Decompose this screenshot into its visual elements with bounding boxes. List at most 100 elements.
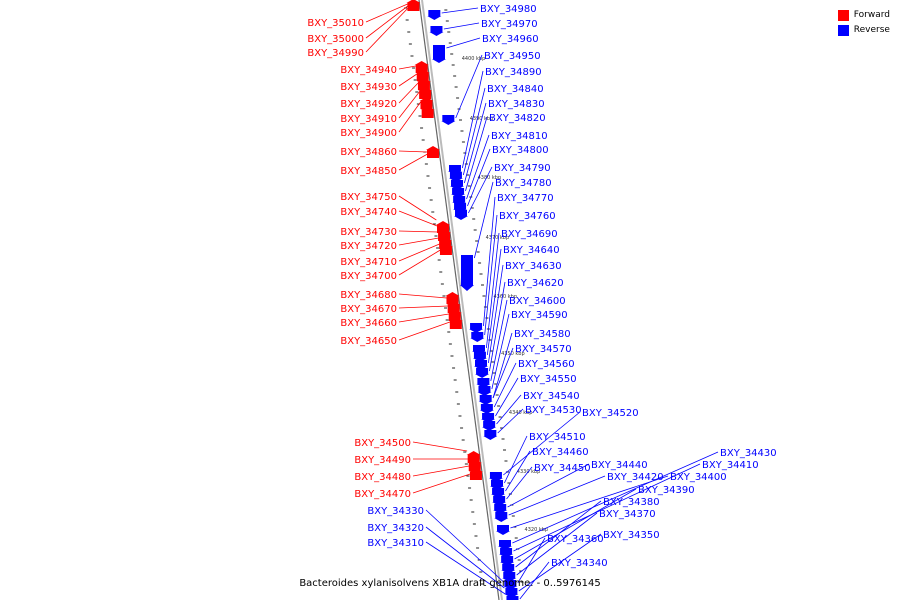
legend-forward-label: Forward [853, 10, 890, 20]
forward-gene-block [448, 313, 461, 321]
reverse-gene-arrow [494, 518, 509, 522]
forward-gene-arrow [446, 301, 461, 305]
reverse-leader-line [441, 7, 479, 14]
reverse-gene-block [480, 404, 493, 410]
forward-gene-block [437, 225, 449, 233]
forward-gene-arrow [406, 0, 421, 3]
reverse-gene-label: BXY_34780 [495, 178, 552, 189]
reverse-leader-line [443, 22, 480, 30]
reverse-leader-line [484, 214, 498, 336]
reverse-gene-label: BXY_34690 [501, 229, 558, 240]
reverse-leader-line [462, 87, 486, 176]
reverse-leader-line [518, 533, 602, 592]
forward-leader-line [398, 243, 440, 262]
scale-label: 4380 kbp [478, 175, 502, 181]
reverse-gene-block [484, 430, 497, 436]
forward-leader-line [398, 313, 449, 323]
forward-leader-line [398, 321, 451, 341]
forward-leader-line [398, 101, 421, 133]
forward-gene-label: BXY_34650 [340, 336, 397, 347]
reverse-gene-arrow [479, 410, 494, 414]
scale-label: 4320 kbp [525, 527, 549, 533]
forward-gene-block [439, 247, 452, 255]
reverse-leader-line [512, 451, 719, 544]
reverse-leader-line [489, 281, 506, 372]
forward-leader-line [412, 465, 470, 477]
backbone-line [418, 0, 500, 600]
forward-leader-line [365, 3, 408, 23]
reverse-gene-label: BXY_34460 [532, 447, 589, 458]
forward-gene-block [438, 233, 451, 241]
reverse-gene-block [506, 596, 519, 600]
reverse-gene-block [502, 564, 515, 570]
reverse-gene-label: BXY_34950 [484, 51, 541, 62]
reverse-leader-line [514, 488, 637, 560]
forward-gene-label: BXY_34900 [340, 128, 397, 139]
reverse-gene-label: BXY_34810 [491, 131, 548, 142]
reverse-gene-arrow [483, 436, 498, 440]
reverse-leader-line [516, 512, 598, 576]
forward-gene-arrow [466, 451, 481, 455]
scale-label: 4350 kbp [501, 351, 525, 357]
reverse-leader-line [507, 463, 590, 508]
reverse-gene-label: BXY_34560 [518, 359, 575, 370]
reverse-gene-label: BXY_34600 [509, 296, 566, 307]
reverse-gene-label: BXY_34570 [515, 344, 572, 355]
reverse-gene-arrow [469, 329, 484, 333]
forward-gene-label: BXY_34720 [340, 241, 397, 252]
forward-gene-arrow [467, 459, 482, 463]
reverse-gene-arrow [482, 427, 497, 431]
reverse-gene-label: BXY_34590 [511, 310, 568, 321]
forward-gene-arrow [418, 87, 433, 91]
reverse-leader-line [486, 248, 502, 356]
forward-gene-arrow [419, 97, 434, 101]
forward-gene-block [415, 65, 428, 73]
reverse-leader-line [491, 313, 510, 390]
reverse-gene-label: BXY_34410 [702, 460, 759, 471]
reverse-gene-label: BXY_34400 [670, 472, 727, 483]
reverse-leader-line [495, 377, 519, 417]
forward-gene-label: BXY_35000 [307, 34, 364, 45]
reverse-gene-label: BXY_34550 [520, 374, 577, 385]
reverse-leader-line [519, 561, 550, 600]
legend: Forward Reverse [837, 8, 890, 38]
forward-gene-block [416, 73, 429, 81]
reverse-gene-block [497, 525, 509, 531]
reverse-gene-label: BXY_34770 [497, 193, 554, 204]
forward-gene-label: BXY_34930 [340, 82, 397, 93]
reverse-leader-line [504, 435, 528, 484]
reverse-leader-line [425, 541, 506, 595]
forward-leader-line [398, 150, 428, 153]
reverse-gene-block [479, 395, 492, 401]
reverse-gene-block [491, 480, 503, 486]
forward-leader-line [398, 293, 447, 299]
forward-gene-block [446, 296, 459, 304]
forward-gene-label: BXY_34700 [340, 271, 397, 282]
forward-gene-arrow [414, 61, 429, 65]
reverse-gene-block [501, 556, 514, 562]
forward-gene-block [427, 150, 439, 158]
reverse-gene-arrow [475, 374, 490, 378]
forward-gene-arrow [436, 221, 450, 225]
reverse-gene-label: BXY_34320 [367, 523, 424, 534]
reverse-leader-line [425, 526, 505, 589]
forward-leader-line [398, 65, 416, 70]
forward-gene-block [469, 472, 482, 480]
forward-gene-arrow [438, 243, 453, 247]
forward-gene-block [449, 321, 462, 329]
reverse-gene-block [473, 345, 485, 351]
forward-leader-line [398, 237, 439, 246]
reverse-gene-block [430, 26, 443, 32]
reverse-gene-label: BXY_34440 [591, 460, 648, 471]
reverse-gene-label: BXY_34520 [582, 408, 639, 419]
reverse-gene-label: BXY_34630 [505, 261, 562, 272]
forward-gene-label: BXY_34730 [340, 227, 397, 238]
reverse-gene-label: BXY_34970 [481, 19, 538, 30]
reverse-leader-line [467, 148, 491, 207]
legend-reverse-label: Reverse [853, 25, 890, 35]
reverse-gene-label: BXY_34840 [487, 84, 544, 95]
reverse-gene-block [455, 210, 467, 216]
forward-gene-label: BXY_34990 [307, 48, 364, 59]
forward-gene-label: BXY_34660 [340, 318, 397, 329]
legend-forward: Forward [837, 8, 890, 23]
